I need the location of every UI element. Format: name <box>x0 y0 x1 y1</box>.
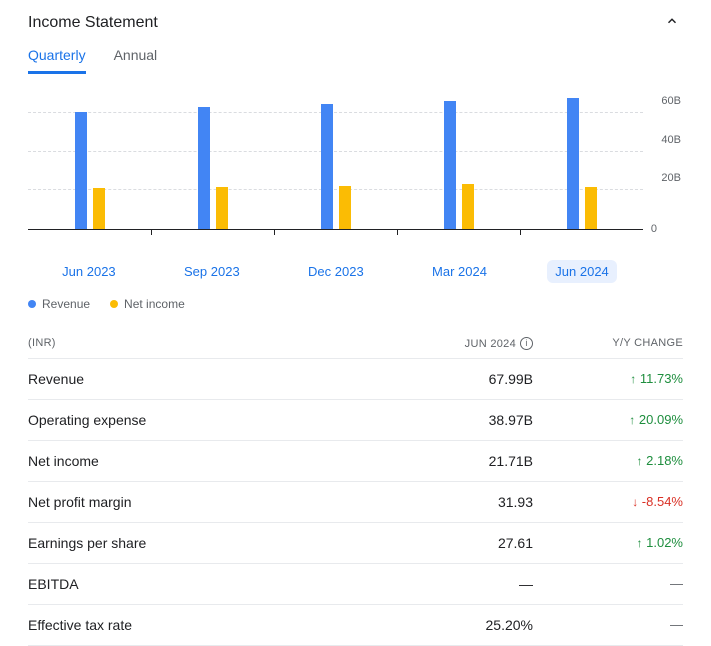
metric-change: — <box>533 576 683 592</box>
metric-value: 21.71B <box>363 453 533 469</box>
bar-group[interactable] <box>321 94 351 229</box>
panel-title: Income Statement <box>28 14 158 32</box>
y-tick-zero: 0 <box>651 223 657 235</box>
metric-value: 38.97B <box>363 412 533 428</box>
metric-value: — <box>363 576 533 592</box>
axis-tick <box>151 229 152 235</box>
bar-group[interactable] <box>75 94 105 229</box>
value-header-text: JUN 2024 <box>465 338 516 350</box>
axis-tick <box>520 229 521 235</box>
x-axis-label[interactable]: Dec 2023 <box>300 260 372 283</box>
x-axis-label[interactable]: Sep 2023 <box>176 260 248 283</box>
chart-plot: 0 20B40B60B <box>28 94 643 230</box>
table-row: Effective tax rate25.20%— <box>28 605 683 646</box>
bar-group[interactable] <box>444 94 474 229</box>
table-row: EBITDA—— <box>28 564 683 605</box>
metric-change: — <box>533 617 683 633</box>
legend-label-netincome: Net income <box>124 297 185 311</box>
bar-group[interactable] <box>567 94 597 229</box>
table-row: Earnings per share27.61↑ 1.02% <box>28 523 683 564</box>
metric-name: Operating expense <box>28 412 363 428</box>
table-row: Net income21.71B↑ 2.18% <box>28 441 683 482</box>
table-body: Revenue67.99B↑ 11.73%Operating expense38… <box>28 359 683 646</box>
bar-revenue[interactable] <box>321 104 333 229</box>
metric-change: ↑ 2.18% <box>533 453 683 469</box>
y-tick-label: 20B <box>661 172 681 184</box>
y-tick-label: 40B <box>661 134 681 146</box>
tab-quarterly[interactable]: Quarterly <box>28 47 86 74</box>
period-tabs: Quarterly Annual <box>28 47 683 74</box>
bar-netincome[interactable] <box>93 188 105 229</box>
metric-name: Effective tax rate <box>28 617 363 633</box>
metric-name: Revenue <box>28 371 363 387</box>
metric-name: EBITDA <box>28 576 363 592</box>
table-row: Operating expense38.97B↑ 20.09% <box>28 400 683 441</box>
metric-change: ↑ 11.73% <box>533 371 683 387</box>
metric-change: ↑ 20.09% <box>533 412 683 428</box>
tab-annual[interactable]: Annual <box>114 47 158 74</box>
legend-item-netincome: Net income <box>110 297 185 311</box>
x-axis-labels: Jun 2023 Sep 2023 Dec 2023 Mar 2024 Jun 2024 <box>28 260 643 283</box>
axis-tick <box>274 229 275 235</box>
table-row: Revenue67.99B↑ 11.73% <box>28 359 683 400</box>
metric-value: 67.99B <box>363 371 533 387</box>
income-statement-panel: Income Statement Quarterly Annual 0 20B 4… <box>0 0 711 646</box>
swatch-netincome <box>110 300 118 308</box>
x-axis-label[interactable]: Jun 2024 <box>547 260 617 283</box>
metric-name: Net income <box>28 453 363 469</box>
metric-value: 25.20% <box>363 617 533 633</box>
info-icon[interactable]: i <box>520 337 533 350</box>
bar-groups <box>28 94 643 229</box>
chart: 0 20B 40B 60B <box>28 94 683 244</box>
col-header-value: JUN 2024 i <box>363 337 533 350</box>
table-header: (INR) JUN 2024 i Y/Y CHANGE <box>28 329 683 359</box>
bar-netincome[interactable] <box>462 184 474 230</box>
swatch-revenue <box>28 300 36 308</box>
axis-tick <box>397 229 398 235</box>
bar-netincome[interactable] <box>585 187 597 229</box>
x-axis-label[interactable]: Mar 2024 <box>424 260 495 283</box>
bar-group[interactable] <box>198 94 228 229</box>
legend-label-revenue: Revenue <box>42 297 90 311</box>
col-header-change: Y/Y CHANGE <box>533 337 683 350</box>
col-header-currency: (INR) <box>28 337 363 350</box>
bar-revenue[interactable] <box>444 101 456 229</box>
bar-netincome[interactable] <box>216 187 228 229</box>
legend: Revenue Net income <box>28 297 683 311</box>
collapse-icon[interactable] <box>661 10 683 35</box>
legend-item-revenue: Revenue <box>28 297 90 311</box>
financials-table: (INR) JUN 2024 i Y/Y CHANGE Revenue67.99… <box>28 329 683 646</box>
metric-change: ↓ -8.54% <box>533 494 683 510</box>
panel-header: Income Statement <box>28 0 683 41</box>
bar-revenue[interactable] <box>75 112 87 229</box>
y-tick-label: 60B <box>661 95 681 107</box>
metric-name: Net profit margin <box>28 494 363 510</box>
bar-revenue[interactable] <box>198 107 210 229</box>
metric-value: 31.93 <box>363 494 533 510</box>
x-axis-label[interactable]: Jun 2023 <box>54 260 124 283</box>
table-row: Net profit margin31.93↓ -8.54% <box>28 482 683 523</box>
bar-revenue[interactable] <box>567 98 579 229</box>
bar-netincome[interactable] <box>339 186 351 229</box>
